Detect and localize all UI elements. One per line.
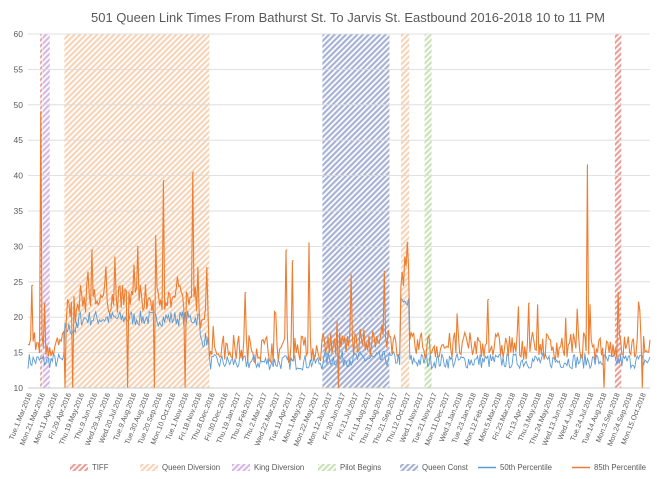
spike-point	[40, 111, 42, 113]
spike-point	[206, 267, 208, 269]
legend-swatch	[232, 464, 250, 471]
spike-point	[91, 249, 94, 251]
spike-point	[192, 171, 194, 173]
y-tick-label: 60	[14, 29, 24, 39]
spike-point	[137, 245, 139, 247]
series-line-85th-percentile	[27, 111, 651, 389]
y-axis: 10 15 20 25 30 35 40 45 50 55 60	[14, 29, 24, 393]
legend-item-50th-percentile: 50th Percentile	[478, 463, 552, 472]
y-tick-label: 15	[14, 348, 24, 358]
spike-point	[350, 274, 352, 276]
legend-item-85th-percentile: 85th Percentile	[572, 463, 646, 472]
series-lines	[27, 111, 651, 389]
legend-swatch	[318, 464, 336, 471]
legend-swatch	[400, 464, 418, 471]
spike-point	[197, 267, 199, 269]
spike-point	[404, 256, 406, 258]
chart-title: 501 Queen Link Times From Bathurst St. T…	[91, 10, 605, 25]
spike-point	[245, 291, 247, 294]
y-tick-label: 45	[14, 135, 24, 145]
legend-label: 85th Percentile	[594, 463, 646, 472]
legend-label: King Diversion	[254, 463, 304, 472]
legend-item-queen-const: Queen Const	[400, 463, 469, 472]
legend-item-queen-diversion: Queen Diversion	[140, 463, 220, 472]
spike-point	[114, 256, 116, 258]
y-tick-label: 40	[14, 171, 24, 181]
spike-point	[487, 298, 490, 301]
y-tick-label: 20	[14, 312, 24, 322]
y-tick-label: 25	[14, 277, 24, 287]
legend-label: Queen Const	[422, 463, 469, 472]
y-tick-label: 10	[14, 383, 24, 393]
legend-swatch	[70, 464, 88, 471]
spike-point	[639, 309, 641, 311]
legend-label: Pilot Begins	[340, 463, 381, 472]
spike-point	[618, 291, 620, 294]
legend-item-king-diversion: King Diversion	[232, 463, 304, 472]
legend-label: Queen Diversion	[162, 463, 220, 472]
spike-point	[292, 259, 294, 262]
x-axis: Tue.1.Mar.2016Mon.21.Mar.2016Mon.11.Apr.…	[7, 387, 650, 448]
spike-point	[383, 270, 385, 272]
y-tick-label: 35	[14, 206, 24, 216]
gridlines	[28, 33, 650, 389]
y-tick-label: 30	[14, 241, 24, 251]
spike-point	[308, 242, 310, 244]
spike-point	[586, 164, 589, 166]
y-tick-label: 50	[14, 100, 24, 110]
legend-label: 50th Percentile	[500, 463, 552, 472]
legend-item-tiff: TIFF	[70, 463, 109, 472]
legend-swatch	[140, 464, 158, 471]
legend: TIFF Queen Diversion King Diversion Pilot B…	[70, 463, 646, 472]
legend-item-pilot-begins: Pilot Begins	[318, 463, 381, 472]
spike-point	[155, 235, 157, 237]
spike-point	[44, 302, 46, 304]
legend-label: TIFF	[92, 463, 109, 472]
spike-point	[528, 302, 530, 304]
spike-point	[31, 284, 34, 286]
spike-point	[163, 179, 165, 182]
y-tick-label: 55	[14, 64, 24, 74]
spike-point	[286, 249, 288, 251]
